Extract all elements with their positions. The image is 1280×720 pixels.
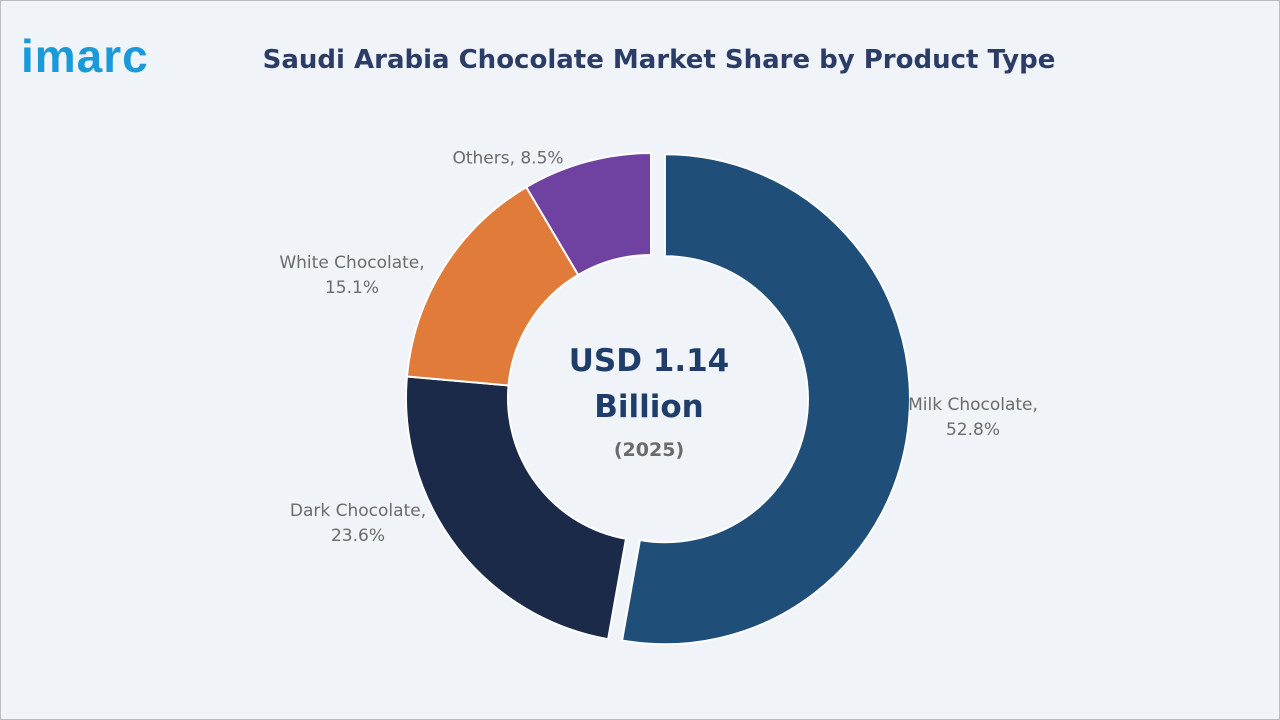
logo: imarc [21,30,149,82]
slice [524,151,652,277]
chart-title: Saudi Arabia Chocolate Market Share by P… [262,45,1056,75]
center-unit: Billion [594,389,704,425]
slice-label: White Chocolate, 15.1% [279,253,425,298]
slice-label: Dark Chocolate, 23.6% [289,501,427,546]
center-year: (2025) [613,439,685,461]
center-value: USD 1.14 [568,343,730,379]
slice [620,153,911,646]
slice-label: Others, 8.5% [452,148,564,169]
slice [405,375,628,641]
slice-label: Milk Chocolate, 52.8% [908,395,1038,440]
